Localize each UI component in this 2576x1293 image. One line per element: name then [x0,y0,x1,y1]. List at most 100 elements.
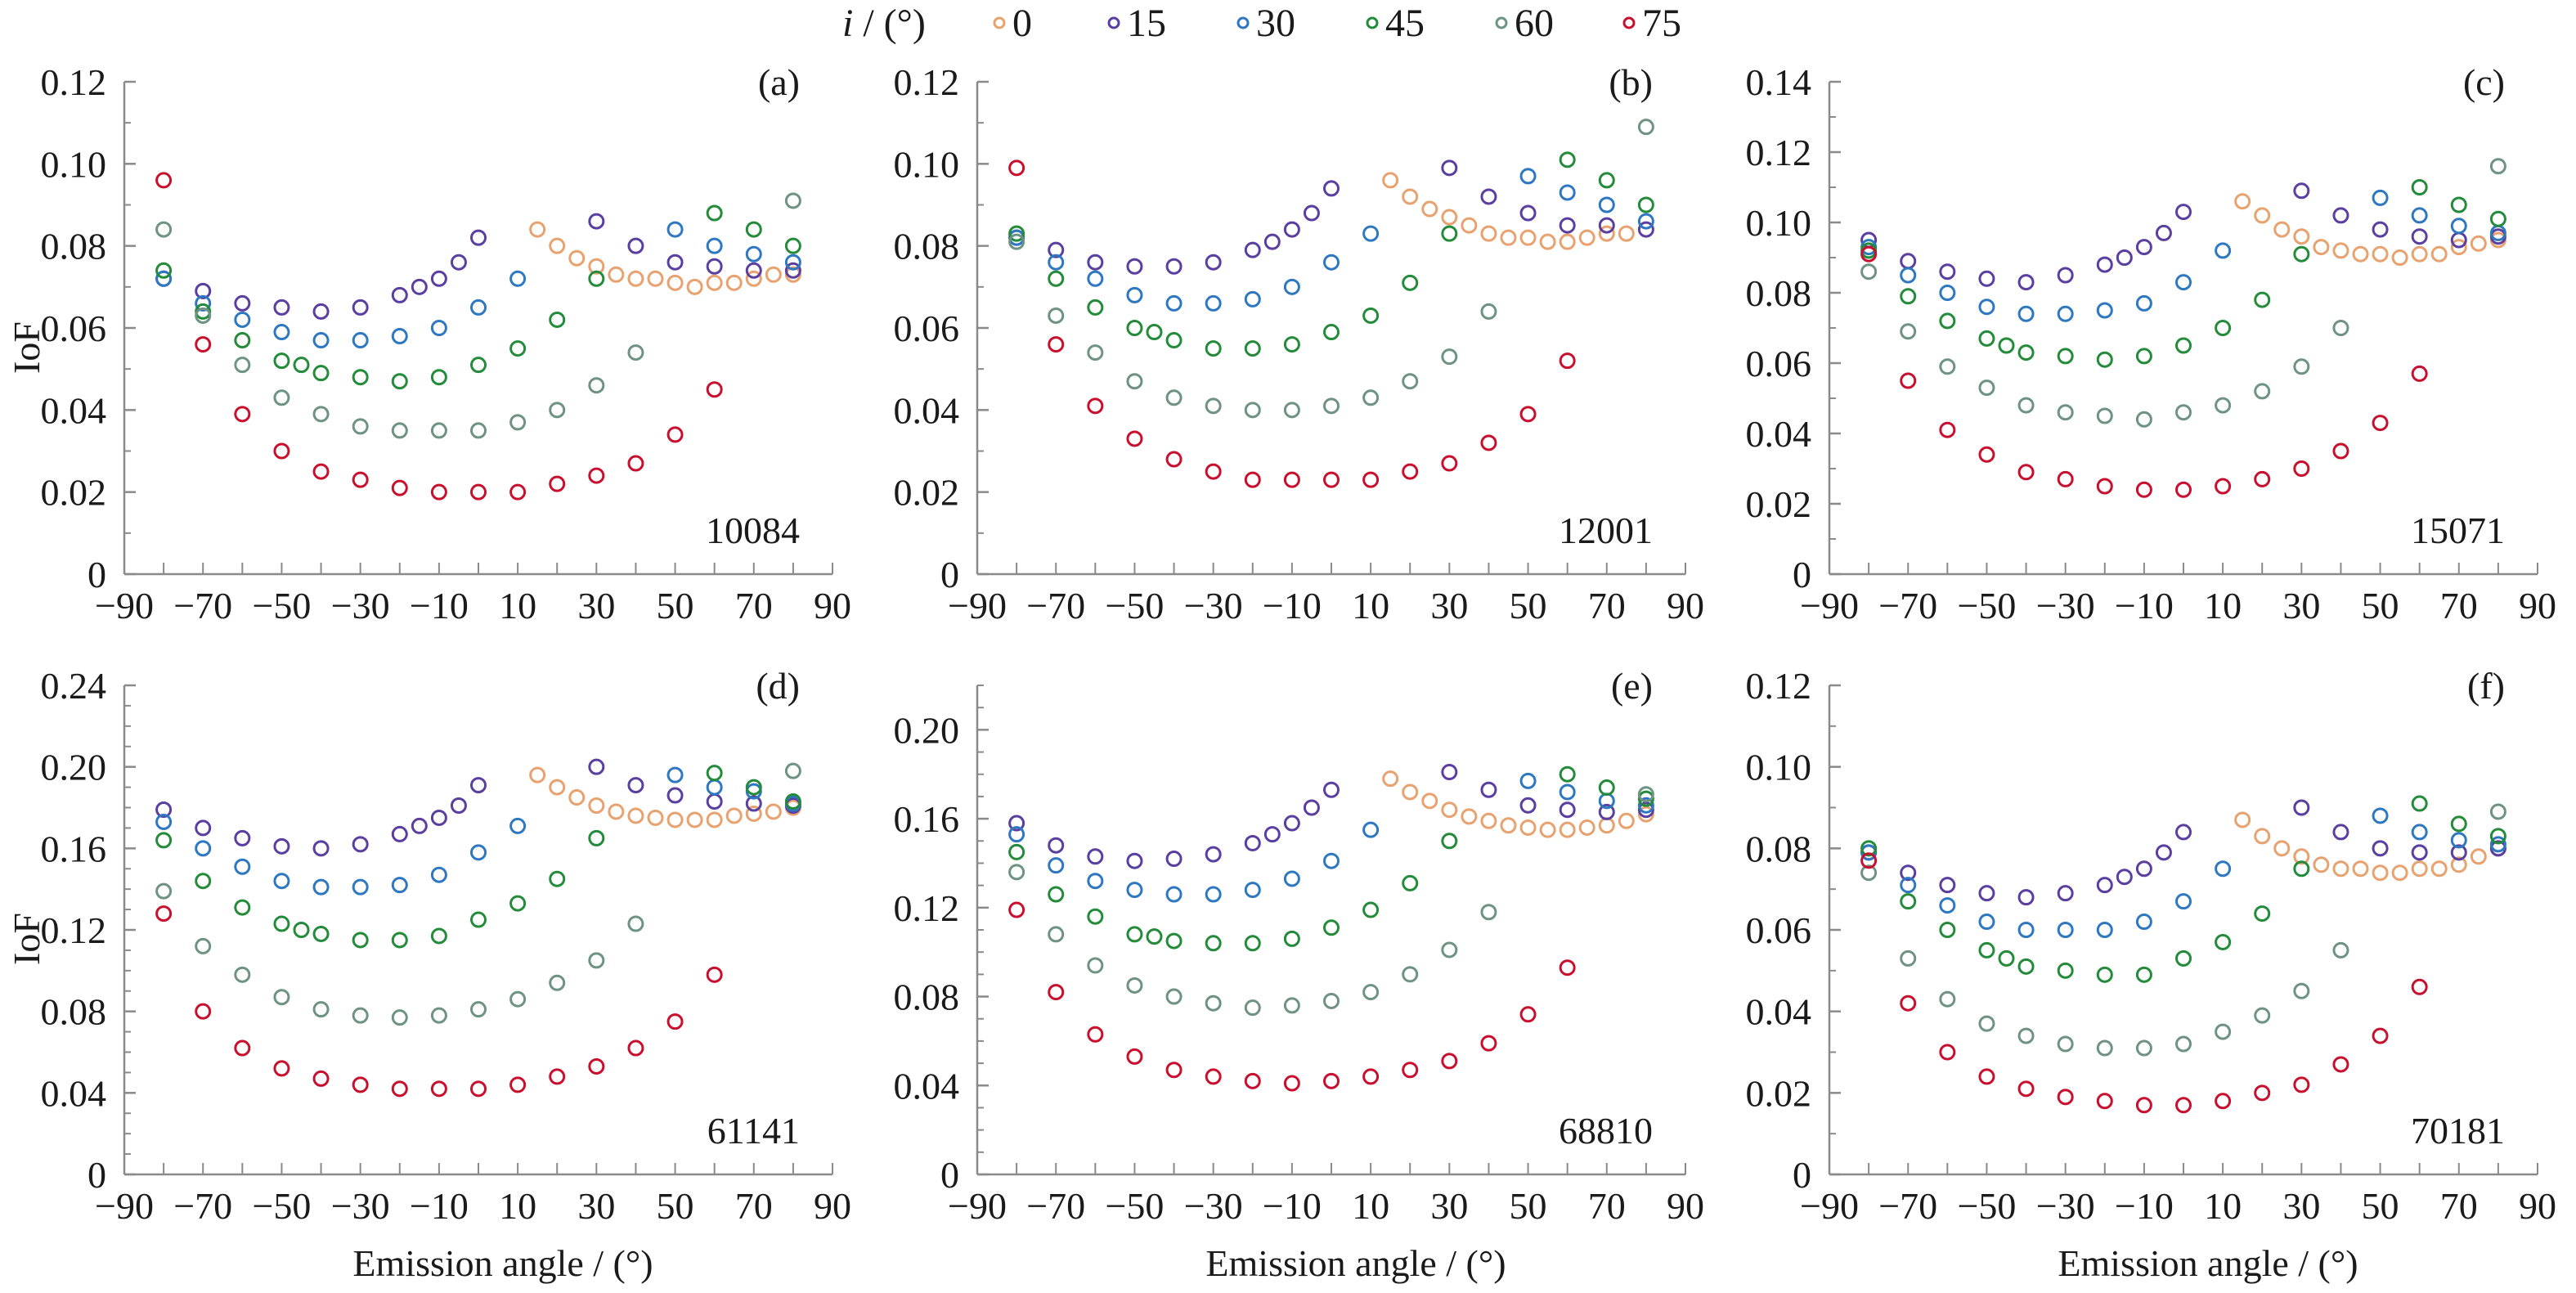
data-point [2215,1023,2232,1040]
data-point [1637,213,1654,230]
y-axis-title: IoF [6,913,47,965]
data-point [2096,478,2113,495]
data-point [1402,463,1419,480]
series-i-45 [1008,765,1654,952]
y-tick-label: 0.08 [1746,272,1812,314]
y-tick-label: 0 [940,554,959,595]
data-point [2057,348,2074,365]
panel-label: (c) [2463,61,2505,103]
series-i-30 [1860,189,2506,322]
series-i-45 [155,765,801,949]
data-point [1519,797,1537,814]
y-tick-label: 0.20 [41,747,107,788]
data-point [2096,1039,2113,1057]
series-i-30 [155,221,801,349]
data-point [273,299,290,316]
data-point [1205,340,1222,357]
data-point [588,797,605,815]
x-tick-label: −50 [252,585,311,626]
data-point [2489,210,2506,227]
y-tick-label: 0 [88,554,106,595]
data-point [1637,790,1654,807]
data-point [509,895,527,912]
y-tick-label: 0.12 [41,909,107,951]
data-point [1519,1006,1537,1023]
data-point [568,249,586,267]
data-point [1244,241,1261,258]
data-point [1165,389,1183,406]
legend-label-45: 45 [1385,2,1425,45]
data-point [2135,966,2152,983]
data-point [706,793,723,810]
x-tick-label: 50 [657,585,694,626]
data-point [391,373,408,390]
data-point [529,766,546,783]
y-tick-label: 0.08 [1746,828,1812,869]
data-point [1126,286,1143,303]
data-point [450,254,467,271]
data-point [352,878,369,896]
data-point [430,369,447,386]
x-tick-label: −50 [252,1185,311,1227]
data-point [2332,860,2349,878]
x-tick-label: 90 [1667,585,1704,626]
data-point [2411,245,2428,263]
data-point [2057,1035,2074,1053]
data-point [273,352,290,370]
x-tick-label: 70 [1588,1185,1626,1227]
data-point [1048,270,1065,287]
panel-f: 0 0.02 0.04 0.06 0.08 0.10 0.12 −90 −70 −50 −30 −10… [1746,665,2557,1284]
data-point [2096,351,2113,368]
data-point [784,762,801,779]
series-i-30 [1860,807,2506,938]
data-point [1860,864,1878,882]
data-point [1578,819,1595,836]
data-point [312,1070,330,1087]
data-point [1362,225,1380,242]
data-point [647,270,664,287]
data-point [1323,1072,1340,1089]
series-i-15 [1008,159,1654,275]
y-tick-label: 0 [88,1154,106,1196]
data-point [2293,460,2310,477]
y-tick-label: 0.04 [1746,991,1812,1033]
data-point [2096,302,2113,319]
x-tick-label: −10 [2115,1185,2174,1227]
data-point [1362,389,1380,406]
data-point [2234,193,2251,210]
data-point [2254,207,2271,224]
data-point [1008,233,1025,250]
y-tick-label: 0.08 [894,976,960,1018]
x-tick-label: 30 [1430,585,1468,626]
x-tick-label: −70 [173,1185,232,1227]
data-point [2372,189,2389,206]
y-tick-label: 0.20 [894,709,960,751]
legend-label-0: 0 [1012,2,1032,45]
data-point [1519,406,1537,423]
data-point [2017,1080,2035,1098]
data-point [2372,807,2389,824]
y-tick-label: 0.08 [41,991,107,1033]
data-point [706,966,723,983]
data-point [568,789,586,806]
data-point [293,922,310,938]
data-point [745,245,762,263]
data-point [2215,320,2232,336]
data-point [1519,168,1537,185]
data-point [1519,772,1537,789]
x-tick-label: −70 [1878,1185,1937,1227]
data-point [1402,783,1419,801]
y-tick-label: 0.10 [1746,747,1812,788]
series-i-30 [1008,168,1654,312]
series-i-75 [1860,245,2428,498]
data-point [2215,397,2232,414]
data-point [1480,781,1497,798]
data-point [1263,826,1281,843]
data-point [1559,959,1576,976]
data-point [1165,451,1183,468]
x-tick-label: −70 [1026,1185,1085,1227]
data-point [1939,285,1956,301]
data-point [1048,984,1065,1001]
data-point [430,422,447,439]
data-point [155,801,173,818]
